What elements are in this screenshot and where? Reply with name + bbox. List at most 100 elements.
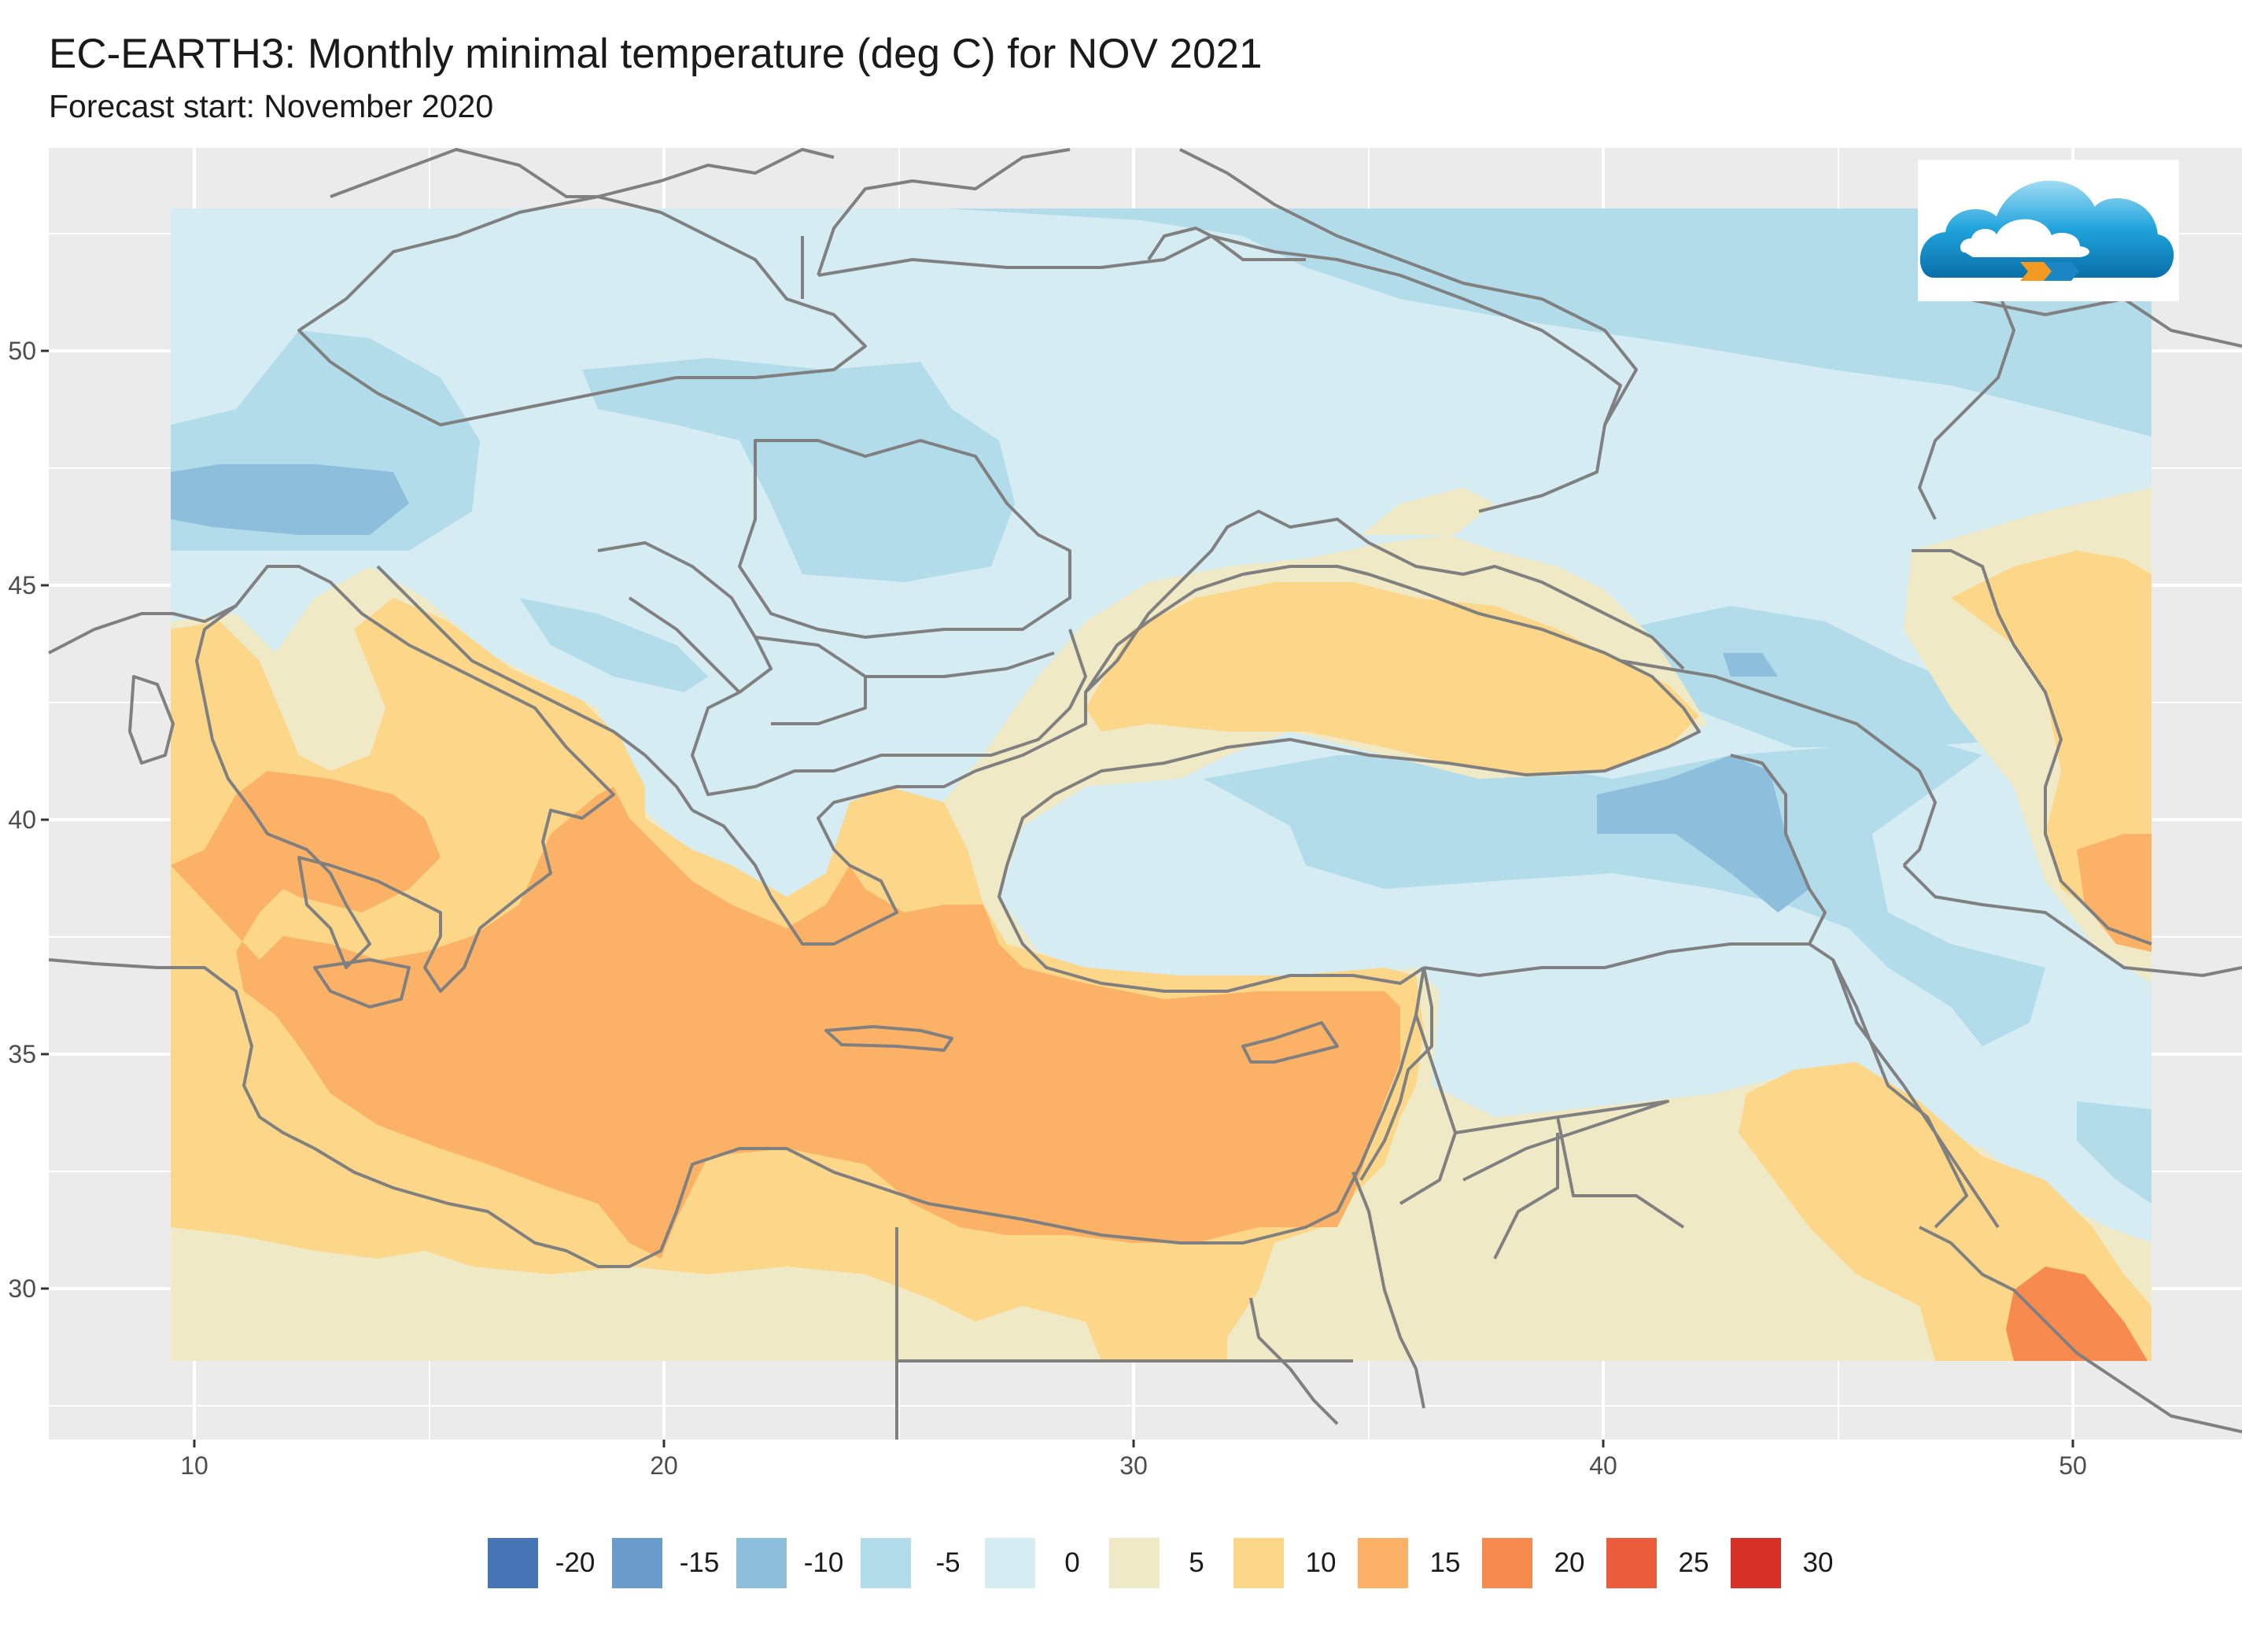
coast-greece <box>691 769 976 946</box>
legend-swatch <box>1232 1536 1285 1590</box>
legend-swatch <box>1356 1536 1410 1590</box>
legend-label: -10 <box>803 1547 844 1578</box>
field-band-5-crimea <box>1361 488 1495 535</box>
field-band-10-caspian <box>1951 551 2152 936</box>
y-tick-label: 45 <box>8 571 36 599</box>
field-band-neg5-carpath <box>582 358 1015 582</box>
field-band-15-caspian <box>2077 834 2152 952</box>
legend-swatch <box>1605 1536 1658 1590</box>
field-band-neg5-balkan <box>519 598 708 692</box>
field-band-15-med <box>171 771 1400 1259</box>
y-tick-label: 30 <box>8 1274 36 1303</box>
coast-cyprus <box>1241 1021 1339 1064</box>
border-belarus <box>817 148 1071 276</box>
legend-label: 5 <box>1189 1547 1204 1578</box>
coast-france <box>48 604 237 655</box>
legend-swatch <box>859 1536 913 1590</box>
legend-label: 10 <box>1305 1547 1337 1578</box>
legend-item: 5 <box>1108 1536 1232 1590</box>
legend-item: 15 <box>1356 1536 1481 1590</box>
coast-turkey <box>975 565 1701 993</box>
legend-item: -20 <box>486 1536 610 1590</box>
field-band-neg10-alps <box>171 464 409 535</box>
coast-gulf <box>1919 1226 2242 1433</box>
coast-black-sea-north <box>1084 510 1685 694</box>
field-band-neg5-east <box>1621 606 2014 747</box>
country-borders <box>48 148 2242 1440</box>
legend-item: 25 <box>1605 1536 1729 1590</box>
legend-item: -5 <box>859 1536 983 1590</box>
page-title: EC-EARTH3: Monthly minimal temperature (… <box>49 31 1263 77</box>
legend-label: 20 <box>1554 1547 1585 1578</box>
legend-label: -5 <box>935 1547 961 1578</box>
coast-red-sea-east <box>1351 1171 1425 1409</box>
field-band-neg10-turkey <box>1597 755 1809 913</box>
border-jordan <box>1399 1014 1685 1229</box>
coast-red-sea <box>1249 1297 1339 1425</box>
legend-swatch <box>1729 1536 1783 1590</box>
legend-swatch <box>486 1536 540 1590</box>
coast-adriatic-east <box>376 565 694 812</box>
legend-label: -15 <box>679 1547 720 1578</box>
border-central-europe <box>297 195 867 426</box>
x-axis-ticks <box>193 1440 2074 1447</box>
legend-label: -20 <box>555 1547 596 1578</box>
x-axis-labels: 10 20 30 40 50 <box>180 1451 2087 1480</box>
border-russia-ukraine <box>1147 227 1306 261</box>
cloud-logo <box>1918 160 2179 301</box>
legend-item: 10 <box>1232 1536 1356 1590</box>
coast-sicily <box>313 958 411 1009</box>
legend-item: 0 <box>983 1536 1108 1590</box>
legend-item: -10 <box>735 1536 859 1590</box>
legend-item: 30 <box>1729 1536 1853 1590</box>
border-iran-iraq <box>1831 959 2000 1229</box>
field-band-20-gulf <box>2006 1267 2148 1361</box>
y-axis-labels: 50 45 40 35 30 <box>8 337 36 1303</box>
border-balkans-inner <box>628 596 1055 725</box>
legend-swatch <box>1481 1536 1534 1590</box>
color-legend: -20 -15 -10 -5 0 5 10 15 20 25 30 <box>486 1536 1853 1591</box>
y-tick-label: 35 <box>8 1040 36 1068</box>
field-band-neg10-caucasus <box>1723 653 1778 677</box>
border-turkey-east <box>1730 754 1827 945</box>
legend-swatch <box>1108 1536 1161 1590</box>
coast-north-africa <box>48 958 1425 1268</box>
y-tick-label: 50 <box>8 337 36 365</box>
border-romania <box>738 439 1071 639</box>
border-balkans <box>597 541 1087 796</box>
legend-item: 20 <box>1481 1536 1605 1590</box>
field-band-neg5-anatolia <box>1204 739 2045 1046</box>
temperature-field <box>171 208 2152 1361</box>
legend-swatch <box>610 1536 664 1590</box>
y-axis-ticks <box>41 349 49 1290</box>
field-band-neg5-ne <box>944 208 2152 437</box>
x-tick-label: 50 <box>2059 1451 2087 1480</box>
coast-levant <box>1359 967 1433 1182</box>
border-ukraine <box>817 234 1622 513</box>
border-iran <box>1902 864 2242 977</box>
x-tick-label: 10 <box>180 1451 208 1480</box>
field-band-neg5-iraq <box>2077 1101 2152 1204</box>
legend-swatch <box>983 1536 1037 1590</box>
legend-label: 15 <box>1429 1547 1461 1578</box>
coast-caspian <box>1912 549 2152 946</box>
coast-crete <box>824 1025 953 1052</box>
border-iraq-saudi <box>1462 1100 1669 1259</box>
legend-item: -15 <box>610 1536 735 1590</box>
legend-swatch <box>735 1536 788 1590</box>
border-north-russia <box>1179 148 1638 426</box>
y-tick-label: 40 <box>8 806 36 834</box>
border-poland <box>330 148 835 299</box>
border-caucasus <box>1620 659 1937 867</box>
x-tick-label: 30 <box>1119 1451 1148 1480</box>
x-tick-label: 40 <box>1589 1451 1617 1480</box>
legend-label: 25 <box>1678 1547 1709 1578</box>
coast-sardinia <box>128 675 175 765</box>
legend-label: 30 <box>1802 1547 1834 1578</box>
coast-italy <box>195 565 615 993</box>
legend-label: 0 <box>1064 1547 1080 1578</box>
cloud-logo-icon <box>1919 180 2174 281</box>
x-tick-label: 20 <box>650 1451 678 1480</box>
page-subtitle: Forecast start: November 2020 <box>49 88 494 124</box>
